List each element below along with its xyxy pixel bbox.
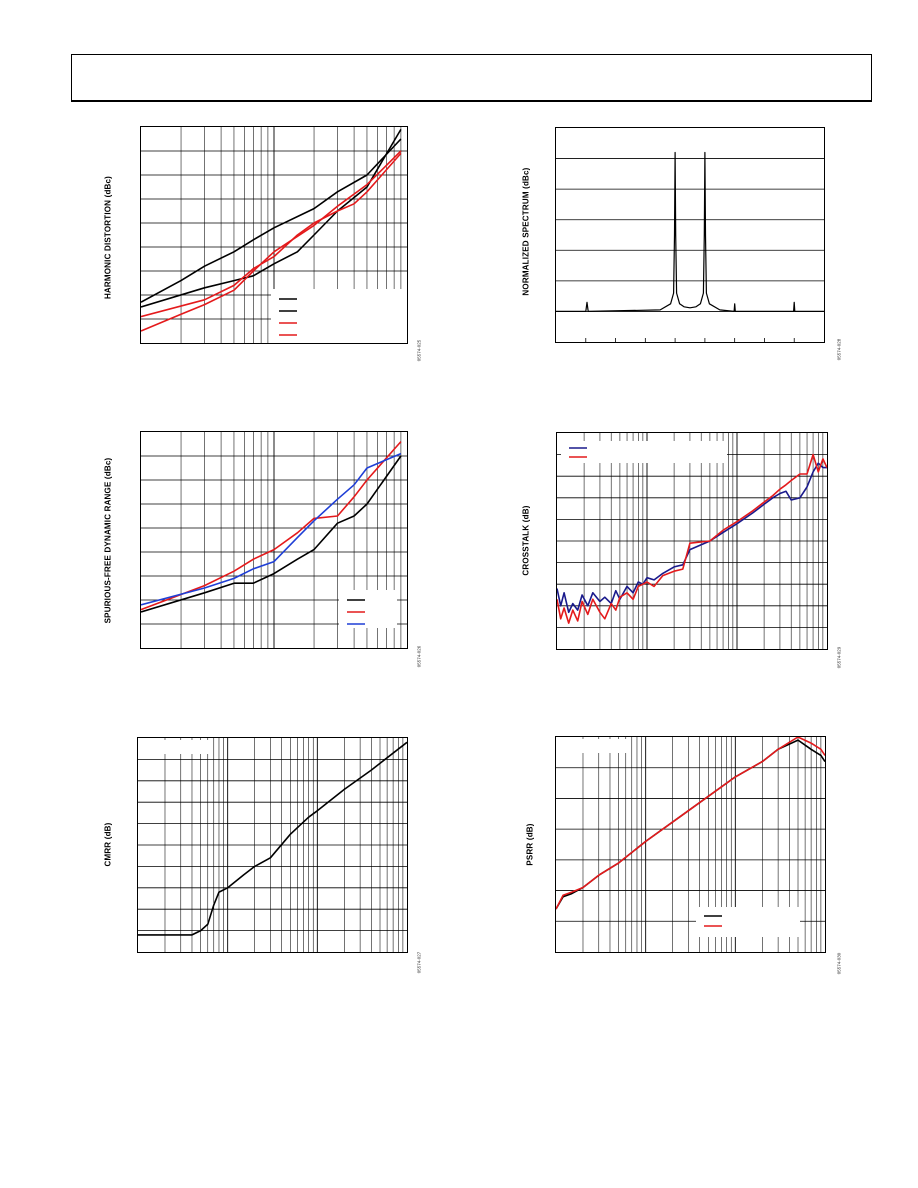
normalized-spectrum-figure-id: 05574-028 [836,338,842,361]
psrr-legend-box [696,907,800,937]
harmonic-distortion-plot [140,126,408,344]
crosstalk-legend-box [561,441,727,463]
psrr-series-2 [556,737,825,910]
harmonic-distortion-y-axis-label: HARMONIC DISTORTION (dBc) [103,175,113,300]
normalized-spectrum-y-axis-label: NORMALIZED SPECTRUM (dBc) [521,167,531,296]
cmrr-svg [138,738,407,952]
crosstalk-series-1 [557,462,827,614]
sfdr-figure-id: 05574-026 [416,645,422,668]
psrr-y-axis-label: PSRR (dB) [525,823,535,866]
harmonic-series-4 [141,150,402,332]
crosstalk-legend [561,441,727,463]
crosstalk-figure-id: 05574-029 [836,646,842,669]
harmonic-legend-box [271,289,407,343]
page-header-box [71,54,872,102]
harmonic-distortion-figure-id: 05574-025 [416,339,422,362]
cmrr-y-axis-label: CMRR (dB) [103,822,113,867]
psrr-svg [556,737,825,952]
harmonic-svg [141,127,407,343]
psrr-annotation-box [580,739,630,753]
sfdr-legend [339,590,397,628]
cmrr-plot [137,737,408,953]
crosstalk-plot [556,432,828,650]
spectrum-series-1 [556,151,824,312]
sfdr-series-1 [141,455,402,613]
sfdr-y-axis-label: SPURIOUS-FREE DYNAMIC RANGE (dBc) [103,457,113,624]
cmrr-annotation-box [142,740,210,754]
psrr-plot [555,736,826,953]
cmrr-series-1 [138,741,407,936]
sfdr-svg [141,432,407,648]
psrr-series-1 [556,739,825,910]
cmrr-grid [138,738,407,952]
harmonic-series-2 [141,128,402,308]
harmonic-legend [271,289,407,343]
sfdr-plot [140,431,408,649]
harmonic-series-1 [141,138,402,303]
crosstalk-series-2 [557,453,827,624]
psrr-figure-id: 05574-030 [836,952,842,975]
cmrr-figure-id: 05574-027 [416,951,422,974]
sfdr-series-3 [141,452,402,606]
spectrum-grid [556,158,824,342]
crosstalk-svg [557,433,827,649]
spectrum-svg [556,151,824,342]
psrr-legend [696,907,800,937]
normalized-spectrum-plot [555,127,825,343]
crosstalk-grid [557,433,827,649]
crosstalk-y-axis-label: CROSSTALK (dB) [521,505,531,576]
sfdr-series-2 [141,441,402,611]
harmonic-series-3 [141,152,402,318]
sfdr-legend-box [339,590,397,628]
